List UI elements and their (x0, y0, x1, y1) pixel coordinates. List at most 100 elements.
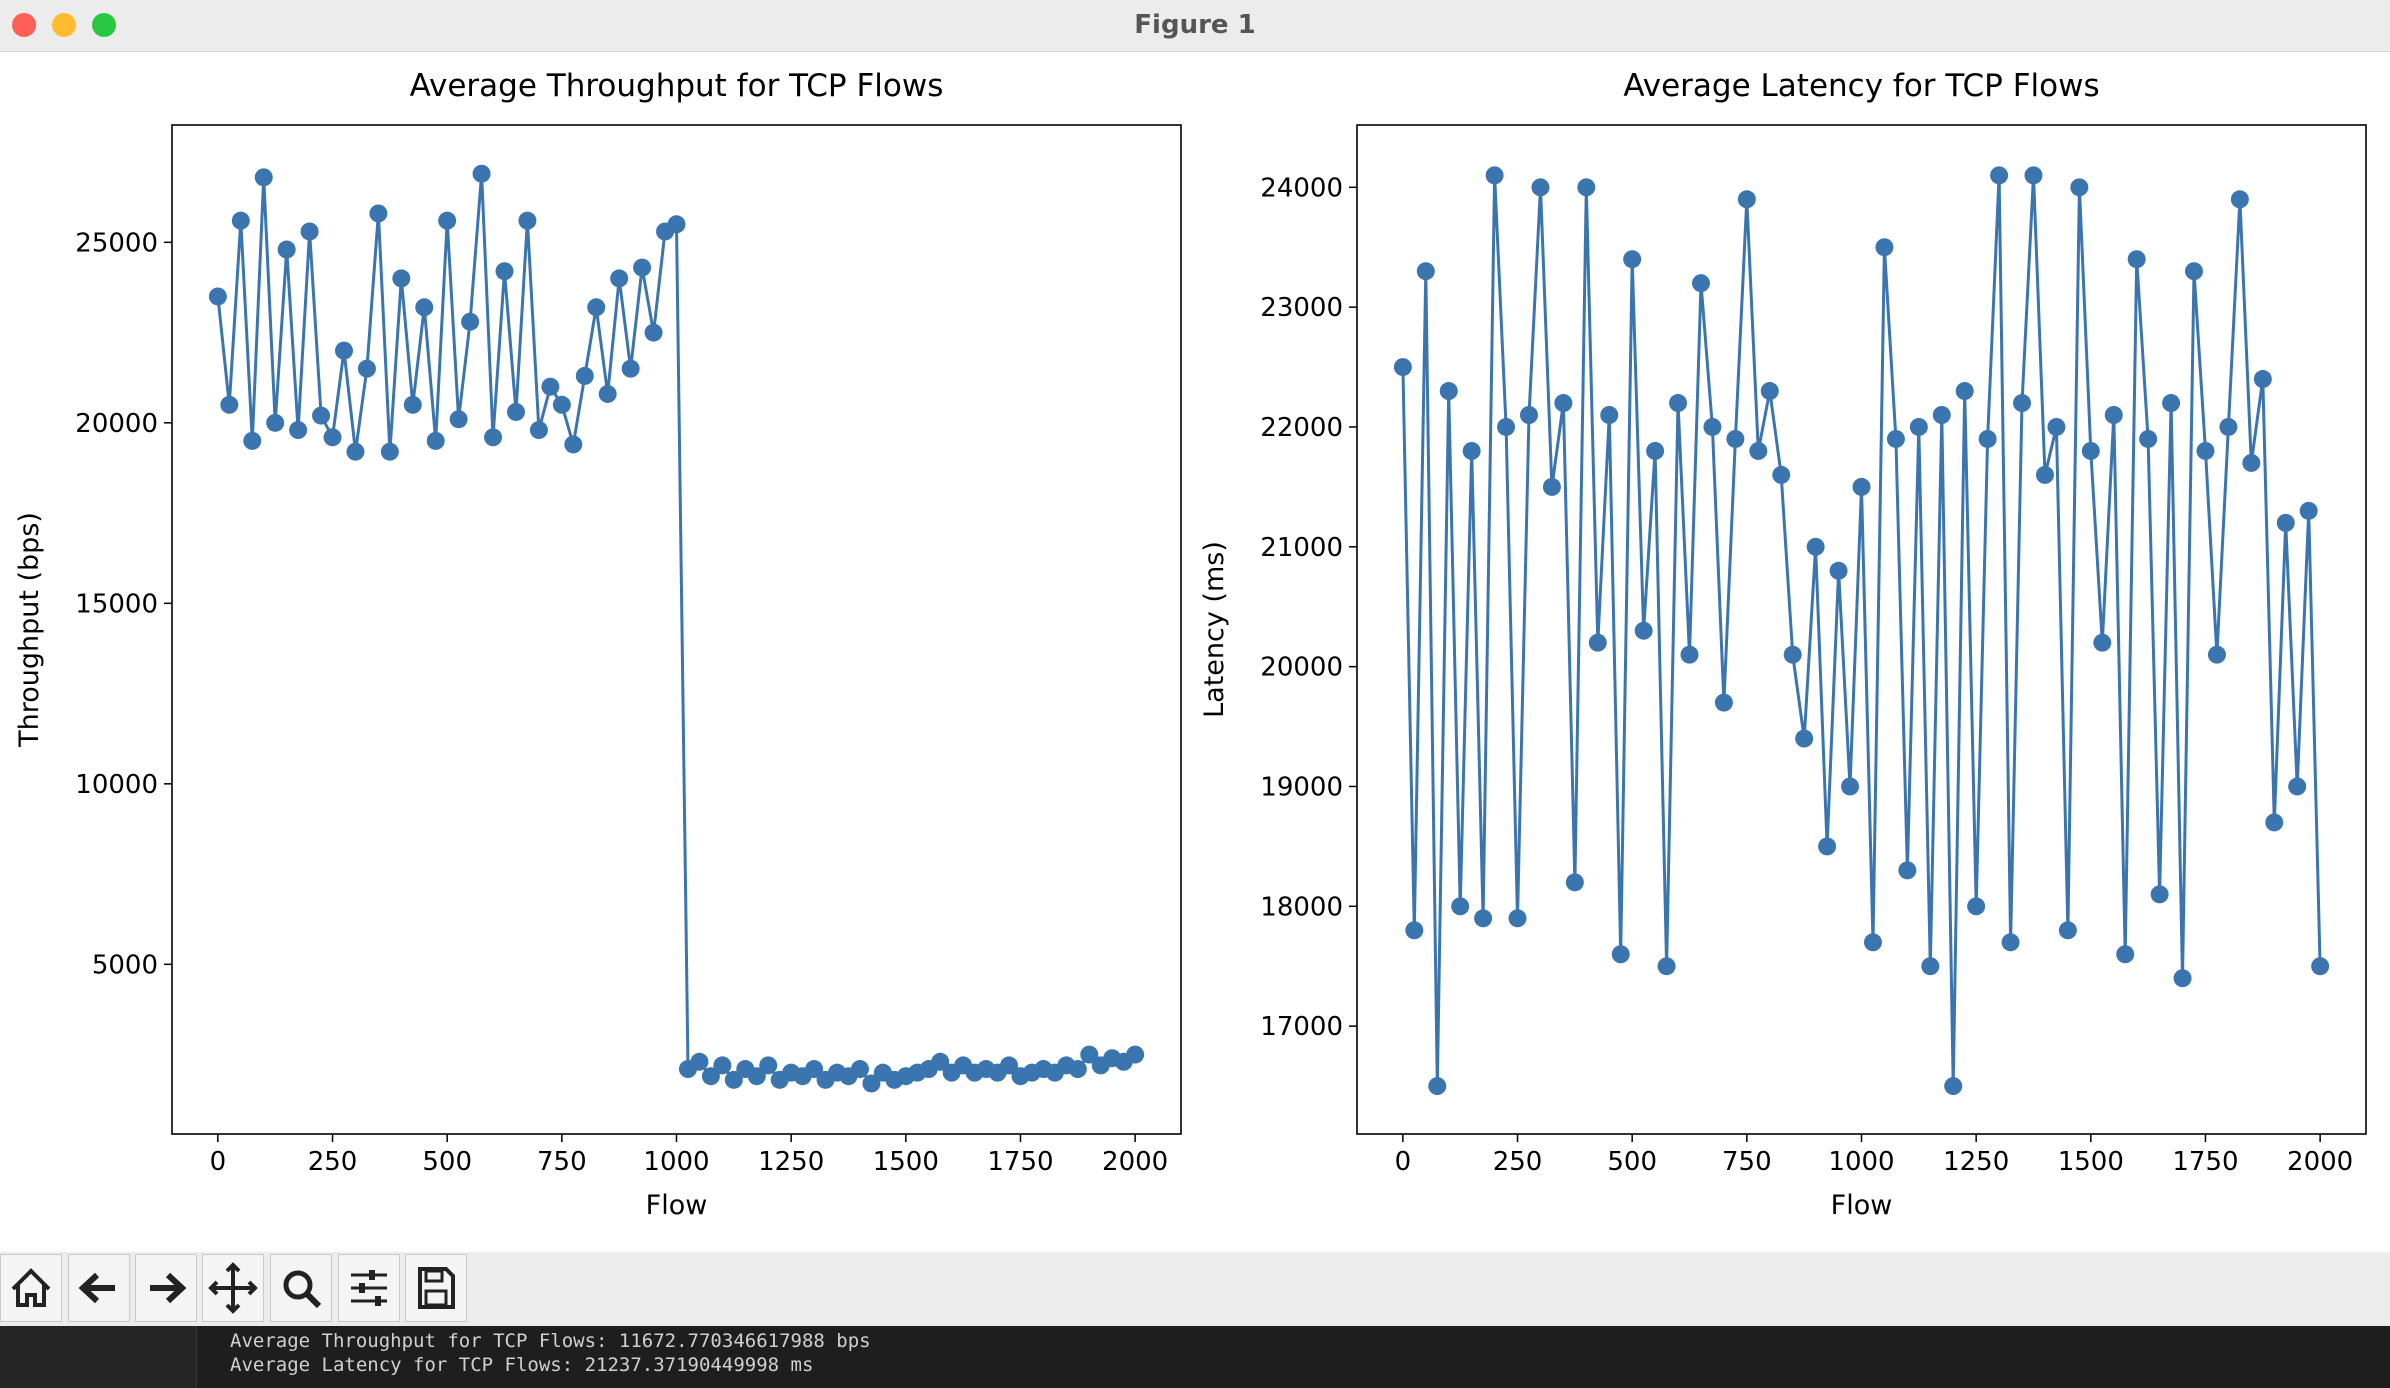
zoom-tool-button[interactable] (270, 1254, 332, 1322)
minimize-button[interactable] (52, 13, 76, 37)
data-point (1474, 909, 1493, 928)
save-button[interactable] (405, 1254, 467, 1322)
data-point (1841, 777, 1860, 796)
data-point (1852, 477, 1871, 496)
data-point (415, 298, 434, 317)
data-point (2139, 429, 2158, 448)
data-point (1126, 1045, 1145, 1064)
data-point (805, 1060, 824, 1079)
data-point (1680, 645, 1699, 664)
data-point (1944, 1077, 1963, 1096)
data-point (713, 1056, 732, 1075)
terminal-line: Average Latency for TCP Flows: 21237.371… (230, 1354, 814, 1376)
data-point (724, 1070, 743, 1089)
x-tick-label: 1250 (1943, 1147, 2009, 1177)
x-tick-label: 1000 (643, 1147, 709, 1177)
data-point (277, 240, 296, 259)
data-point (2219, 417, 2238, 436)
data-point (2196, 441, 2215, 460)
home-button[interactable] (0, 1254, 62, 1322)
data-point (1669, 394, 1688, 413)
data-point (2265, 813, 2284, 832)
data-point (506, 402, 525, 421)
icon (11, 1268, 51, 1307)
data-point (369, 204, 388, 223)
data-point (1428, 1077, 1447, 1096)
y-axis-label: Throughput (bps) (14, 512, 45, 748)
data-point (1909, 417, 1928, 436)
data-point (1829, 561, 1848, 580)
data-point (518, 211, 537, 230)
data-point (1080, 1045, 1099, 1064)
data-point (633, 258, 652, 277)
y-tick-label: 24000 (1260, 173, 1343, 203)
zoom-button[interactable] (92, 13, 116, 37)
x-tick-label: 2000 (2287, 1147, 2353, 1177)
configure-button[interactable] (338, 1254, 400, 1322)
x-tick-label: 250 (308, 1147, 358, 1177)
data-point (1393, 358, 1412, 377)
terminal-line: Average Throughput for TCP Flows: 11672.… (230, 1330, 871, 1352)
data-point (2150, 885, 2169, 904)
data-point (1932, 405, 1951, 424)
back-button[interactable] (68, 1254, 130, 1322)
data-point (1405, 921, 1424, 940)
y-tick-label: 18000 (1260, 892, 1343, 922)
data-point (346, 442, 365, 461)
data-point (2173, 969, 2192, 988)
data-point (1068, 1060, 1087, 1079)
data-point (2093, 633, 2112, 652)
data-point (552, 395, 571, 414)
data-point (1737, 190, 1756, 209)
data-point (564, 435, 583, 454)
x-tick-label: 750 (537, 1147, 587, 1177)
data-point (1863, 933, 1882, 952)
x-tick-label: 1000 (1828, 1147, 1894, 1177)
x-tick-label: 1750 (987, 1147, 1053, 1177)
x-tick-label: 250 (1493, 1147, 1543, 1177)
icon (418, 1267, 455, 1309)
data-point (2001, 933, 2020, 952)
x-tick-label: 500 (1607, 1147, 1657, 1177)
data-point (701, 1067, 720, 1086)
data-point (2035, 465, 2054, 484)
data-point (403, 395, 422, 414)
data-point (484, 428, 503, 447)
icon (351, 1270, 387, 1306)
data-point (2024, 166, 2043, 185)
data-point (1990, 166, 2009, 185)
data-point (312, 406, 331, 425)
data-point (449, 410, 468, 429)
x-tick-label: 1500 (873, 1147, 939, 1177)
data-point (2116, 945, 2135, 964)
data-point (357, 359, 376, 378)
data-point (2207, 645, 2226, 664)
x-tick-label: 0 (1395, 1147, 1412, 1177)
y-tick-label: 20000 (1260, 653, 1343, 683)
chart-title: Average Throughput for TCP Flows (410, 68, 944, 104)
data-point (1703, 417, 1722, 436)
y-tick-label: 20000 (75, 409, 158, 439)
close-button[interactable] (12, 13, 36, 37)
x-axis-label: Flow (646, 1190, 708, 1221)
data-point (690, 1052, 709, 1071)
data-point (2070, 178, 2089, 197)
data-point (1772, 465, 1791, 484)
pan-button[interactable] (202, 1254, 264, 1322)
data-point (1691, 274, 1710, 293)
data-point (1783, 645, 1802, 664)
data-point (2162, 394, 2181, 413)
data-point (243, 431, 262, 450)
data-point (850, 1060, 869, 1079)
data-point (1634, 621, 1653, 640)
forward-button[interactable] (135, 1254, 197, 1322)
data-point (1749, 441, 1768, 460)
y-tick-label: 25000 (75, 228, 158, 258)
data-point (2288, 777, 2307, 796)
toolbar (0, 1252, 2390, 1326)
y-tick-label: 5000 (92, 950, 158, 980)
data-point (1416, 262, 1435, 281)
x-axis-label: Flow (1831, 1190, 1893, 1221)
data-point (495, 262, 514, 281)
x-tick-label: 2000 (1102, 1147, 1168, 1177)
